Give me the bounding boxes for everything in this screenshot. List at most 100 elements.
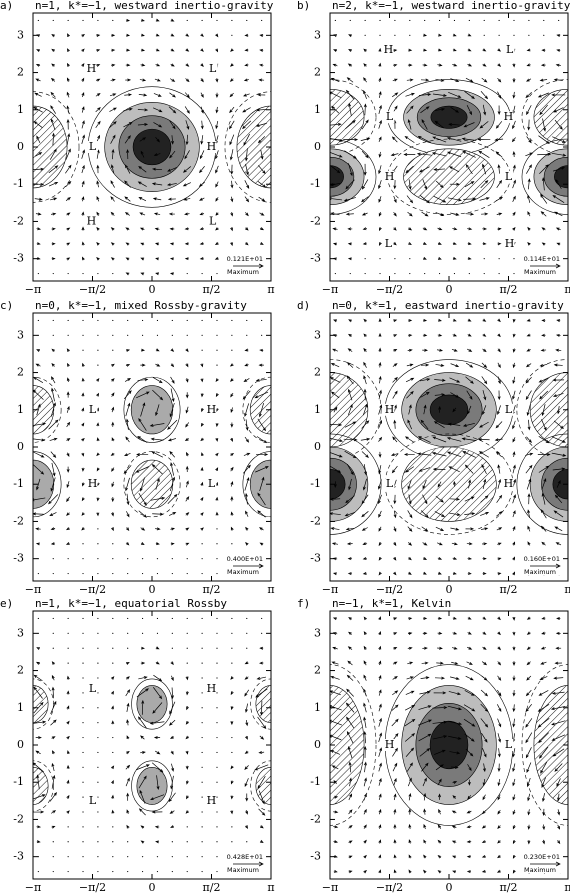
vector-arrow: [512, 120, 516, 130]
vector-arrow: [111, 512, 115, 517]
vector-arrow: [423, 869, 427, 874]
vector-arrow: [126, 719, 130, 726]
vector-arrow: [65, 196, 71, 201]
vector-arrow: [151, 762, 164, 773]
vector-arrow: [96, 512, 100, 517]
vector-arrow: [408, 333, 413, 337]
vector-dot: [37, 19, 39, 22]
vector-arrow: [110, 452, 115, 456]
vector-arrow: [330, 212, 340, 216]
vector-arrow: [482, 318, 487, 322]
x-tick-label: 0: [149, 881, 156, 894]
vector-arrow: [392, 376, 398, 383]
vector-arrow: [555, 63, 561, 67]
vector-arrow: [378, 808, 382, 815]
vector-arrow: [481, 77, 488, 83]
vector-arrow: [541, 227, 546, 231]
vector-arrow: [230, 795, 234, 800]
y-tick-label: -1: [310, 775, 321, 788]
vector-arrow: [497, 542, 502, 546]
vector-arrow: [363, 854, 367, 859]
vector-arrow: [378, 451, 382, 458]
vector-dot: [186, 841, 188, 843]
vector-arrow: [230, 227, 234, 232]
vector-arrow: [554, 211, 563, 217]
vector-arrow: [540, 646, 546, 650]
x-tick-label: π: [564, 881, 570, 894]
vector-arrow: [422, 348, 428, 352]
vector-arrow: [155, 750, 161, 755]
vector-dot: [67, 632, 69, 634]
vector-arrow: [407, 661, 414, 665]
vector-arrow: [330, 690, 341, 696]
reference-arrow: [233, 861, 264, 867]
y-tick-label: 3: [17, 328, 24, 341]
vector-dot: [201, 19, 203, 22]
y-tick-label: 0: [17, 140, 24, 153]
vector-arrow: [260, 700, 263, 716]
vector-dot: [52, 647, 54, 649]
vector-dot: [246, 19, 248, 22]
vector-dot: [97, 677, 99, 679]
vector-arrow: [140, 257, 145, 261]
vector-arrow: [245, 212, 249, 217]
vector-arrow: [137, 378, 149, 382]
vector-arrow: [215, 511, 219, 516]
vector-arrow: [450, 212, 460, 216]
vector-arrow: [527, 419, 531, 431]
vector-dot: [141, 856, 144, 858]
vector-arrow: [66, 77, 70, 82]
vector-dot: [438, 19, 441, 22]
vector-arrow: [421, 211, 429, 217]
vector-arrow: [170, 661, 174, 666]
vector-arrow: [512, 763, 516, 773]
vector-arrow: [378, 136, 382, 143]
vector-arrow: [446, 437, 462, 442]
vector-arrow: [215, 227, 219, 231]
vector-arrow: [81, 407, 85, 412]
vector-arrow: [333, 810, 339, 814]
vector-arrow: [423, 571, 427, 575]
vector-arrow: [477, 437, 490, 441]
vector-arrow: [467, 256, 472, 260]
vector-arrow: [552, 393, 564, 397]
vector-arrow: [345, 527, 354, 531]
y-tick-label: -1: [310, 477, 321, 490]
vector-dot: [216, 692, 218, 694]
vector-arrow: [51, 736, 56, 740]
vector-arrow: [36, 647, 41, 651]
y-tick-label: 2: [17, 66, 24, 79]
vector-arrow: [482, 104, 487, 116]
x-tick-label: −π/2: [79, 881, 106, 894]
y-tick-label: 2: [17, 366, 24, 379]
vector-arrow: [215, 92, 219, 98]
vector-arrow: [363, 375, 367, 385]
vector-arrow: [348, 824, 353, 829]
vector-arrow: [361, 420, 370, 429]
vector-arrow: [437, 646, 443, 650]
vector-arrow: [184, 242, 189, 246]
vector-arrow: [408, 48, 413, 52]
vector-dot: [67, 856, 69, 858]
vector-arrow: [406, 195, 414, 204]
vector-arrow: [405, 747, 415, 757]
vector-arrow: [525, 92, 532, 99]
vector-arrow: [259, 839, 264, 844]
vector-arrow: [215, 48, 219, 53]
vector-dot: [246, 334, 248, 336]
pressure-label: H: [385, 738, 395, 751]
vector-dot: [112, 736, 114, 739]
vector-arrow: [437, 855, 442, 859]
vector-arrow: [332, 227, 338, 231]
vector-arrow: [244, 33, 249, 37]
vector-dot: [52, 19, 54, 22]
vector-arrow: [392, 78, 398, 82]
y-tick-label: 3: [314, 28, 321, 41]
vector-arrow: [230, 780, 234, 785]
vector-arrow: [123, 390, 132, 400]
vector-arrow: [421, 119, 428, 130]
vector-arrow: [136, 452, 149, 456]
vector-dot: [112, 543, 114, 545]
vector-arrow: [539, 390, 549, 400]
